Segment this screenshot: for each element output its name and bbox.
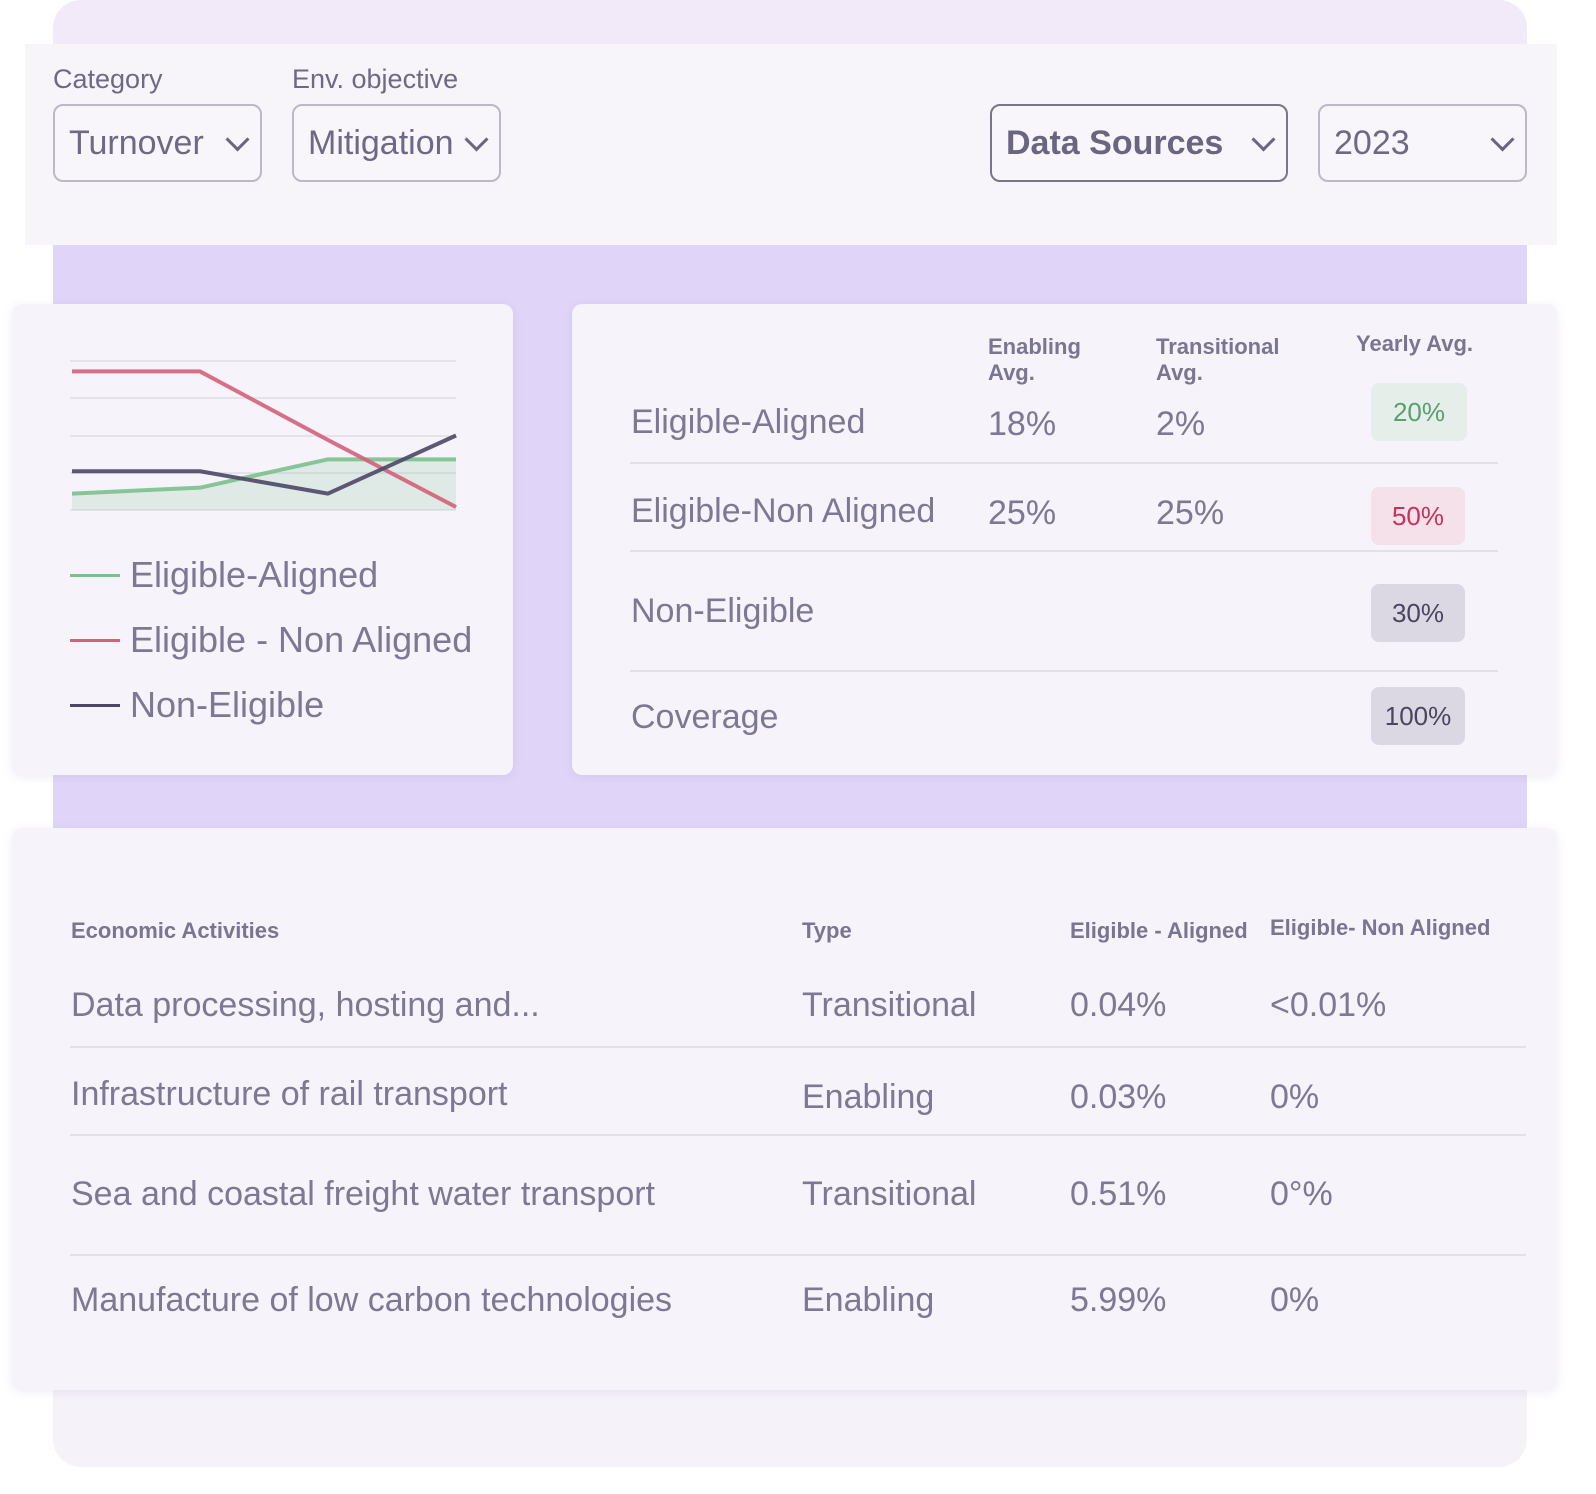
legend-item: Eligible - Non Aligned xyxy=(70,615,472,665)
year-select[interactable]: 2023 xyxy=(1318,104,1527,182)
divider xyxy=(70,1134,1526,1136)
badge: 20% xyxy=(1371,383,1467,441)
row-label: Eligible-Non Aligned xyxy=(631,492,936,530)
filter-label: Category xyxy=(53,64,163,94)
cell: 0°% xyxy=(1270,1175,1333,1213)
category-select[interactable]: Turnover xyxy=(53,104,262,182)
select-value: Data Sources xyxy=(1006,123,1224,162)
column-header: Economic Activities xyxy=(71,918,280,943)
badge: 50% xyxy=(1371,487,1465,545)
sources-select[interactable]: Data Sources xyxy=(990,104,1288,182)
objective-select[interactable]: Mitigation xyxy=(292,104,501,182)
cell: Transitional xyxy=(802,1175,977,1213)
divider xyxy=(630,670,1498,672)
cell: 18% xyxy=(988,405,1057,443)
legend-label: Non-Eligible xyxy=(130,684,325,725)
cell: <0.01% xyxy=(1270,986,1387,1024)
series-area xyxy=(72,459,456,510)
series-line xyxy=(71,457,456,496)
row-label: Manufacture of low carbon technologies xyxy=(71,1281,673,1319)
cell: Enabling xyxy=(802,1078,935,1116)
filter-bar xyxy=(25,44,1557,245)
legend-label: Eligible-Aligned xyxy=(130,554,379,595)
cell: 0.04% xyxy=(1070,986,1167,1024)
row-label: Data processing, hosting and... xyxy=(71,986,540,1024)
badge: 30% xyxy=(1371,584,1465,642)
cell: 0% xyxy=(1270,1281,1320,1319)
legend-swatch xyxy=(70,573,120,577)
legend-swatch xyxy=(70,638,120,642)
filter-label: Env. objective xyxy=(292,64,459,94)
divider xyxy=(630,462,1498,464)
chart-card xyxy=(12,304,513,775)
cell: 5.99% xyxy=(1070,1281,1167,1319)
divider xyxy=(70,1254,1526,1256)
badge: 100% xyxy=(1371,687,1465,745)
row-label: Sea and coastal freight water transport xyxy=(71,1175,655,1213)
cell: 25% xyxy=(1156,494,1225,532)
column-header: Enabling Avg. xyxy=(988,334,1081,385)
column-header: Yearly Avg. xyxy=(1356,331,1473,356)
cell: 0.03% xyxy=(1070,1078,1167,1116)
select-value: Mitigation xyxy=(308,123,454,162)
column-header: Transitional Avg. xyxy=(1156,334,1280,385)
cell: 25% xyxy=(988,494,1057,532)
legend-item: Eligible-Aligned xyxy=(70,550,472,600)
row-label: Infrastructure of rail transport xyxy=(71,1075,508,1113)
column-header: Eligible - Aligned xyxy=(1070,918,1248,943)
cell: Transitional xyxy=(802,986,977,1024)
legend-item: Non-Eligible xyxy=(70,680,472,730)
activities-card xyxy=(12,828,1557,1390)
line-chart xyxy=(70,360,457,511)
legend-swatch xyxy=(70,703,120,707)
legend-label: Eligible - Non Aligned xyxy=(130,619,473,660)
cell: Enabling xyxy=(802,1281,935,1319)
row-label: Non-Eligible xyxy=(631,592,815,630)
row-label: Eligible-Aligned xyxy=(631,403,866,441)
divider xyxy=(70,1046,1526,1048)
column-header: Eligible- Non Aligned xyxy=(1270,915,1491,940)
cell: 0% xyxy=(1270,1078,1320,1116)
select-value: 2023 xyxy=(1334,123,1410,162)
legend: Eligible-Aligned Eligible - Non Aligned No… xyxy=(70,550,472,745)
divider xyxy=(630,550,1498,552)
cell: 0.51% xyxy=(1070,1175,1167,1213)
row-label: Coverage xyxy=(631,698,779,736)
select-value: Turnover xyxy=(69,123,204,162)
series-line xyxy=(72,433,457,496)
series-line xyxy=(72,369,457,509)
column-header: Type xyxy=(802,918,852,943)
cell: 2% xyxy=(1156,405,1206,443)
